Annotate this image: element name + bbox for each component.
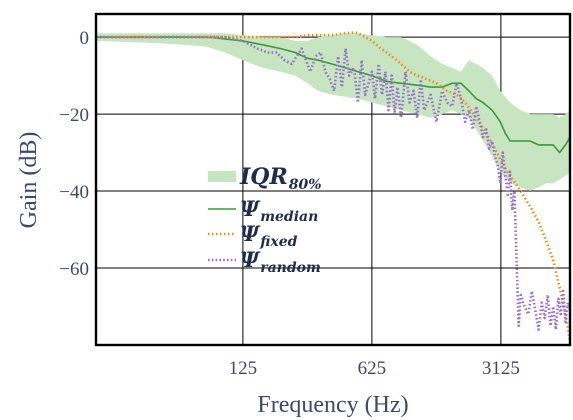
series-iqr-band <box>96 33 570 192</box>
legend-label-median: Ψmedian <box>240 196 318 225</box>
y-tick-label-2: −40 <box>59 182 89 203</box>
legend-label-random: Ψrandom <box>240 247 321 276</box>
plot-frame <box>94 12 572 347</box>
legend-label-fixed: Ψfixed <box>240 221 298 250</box>
x-tick-label-625: 625 <box>358 358 387 379</box>
y-tick-label-3: −60 <box>59 259 89 280</box>
plot-area <box>96 31 570 342</box>
legend-item-iqr: IQR80% <box>208 164 322 193</box>
legend-item-random: Ψrandom <box>208 247 321 276</box>
y-tick-label-0: 0 <box>80 28 90 49</box>
x-tick-label-125: 125 <box>229 358 258 379</box>
legend-item-median: Ψmedian <box>208 196 318 225</box>
legend-item-fixed: Ψfixed <box>208 221 298 250</box>
y-tick-label-1: −20 <box>59 105 89 126</box>
legend-label-iqr: IQR80% <box>239 164 322 193</box>
y-axis-label: Gain (dB) <box>16 132 42 229</box>
series-median-line <box>96 36 570 154</box>
series-random-line <box>96 35 570 331</box>
tick-labels: 125 625 3125 0 −20 −40 −60 <box>59 28 520 379</box>
x-tick-label-3125: 3125 <box>482 358 520 379</box>
series-fixed-line <box>96 31 570 342</box>
x-axis-label: Frequency (Hz) <box>257 392 408 418</box>
legend-swatch-iqr <box>208 171 236 182</box>
